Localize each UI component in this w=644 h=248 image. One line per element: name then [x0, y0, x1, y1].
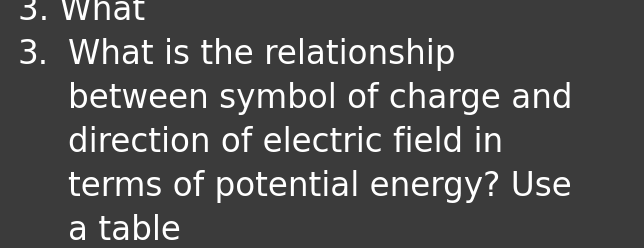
Text: 3. What: 3. What: [18, 0, 145, 27]
Text: terms of potential energy? Use: terms of potential energy? Use: [68, 170, 572, 203]
Text: a table: a table: [68, 214, 181, 247]
Text: What is the relationship: What is the relationship: [68, 38, 455, 71]
Text: direction of electric field in: direction of electric field in: [68, 126, 503, 159]
Text: between symbol of charge and: between symbol of charge and: [68, 82, 573, 115]
Text: 3.: 3.: [18, 38, 49, 71]
